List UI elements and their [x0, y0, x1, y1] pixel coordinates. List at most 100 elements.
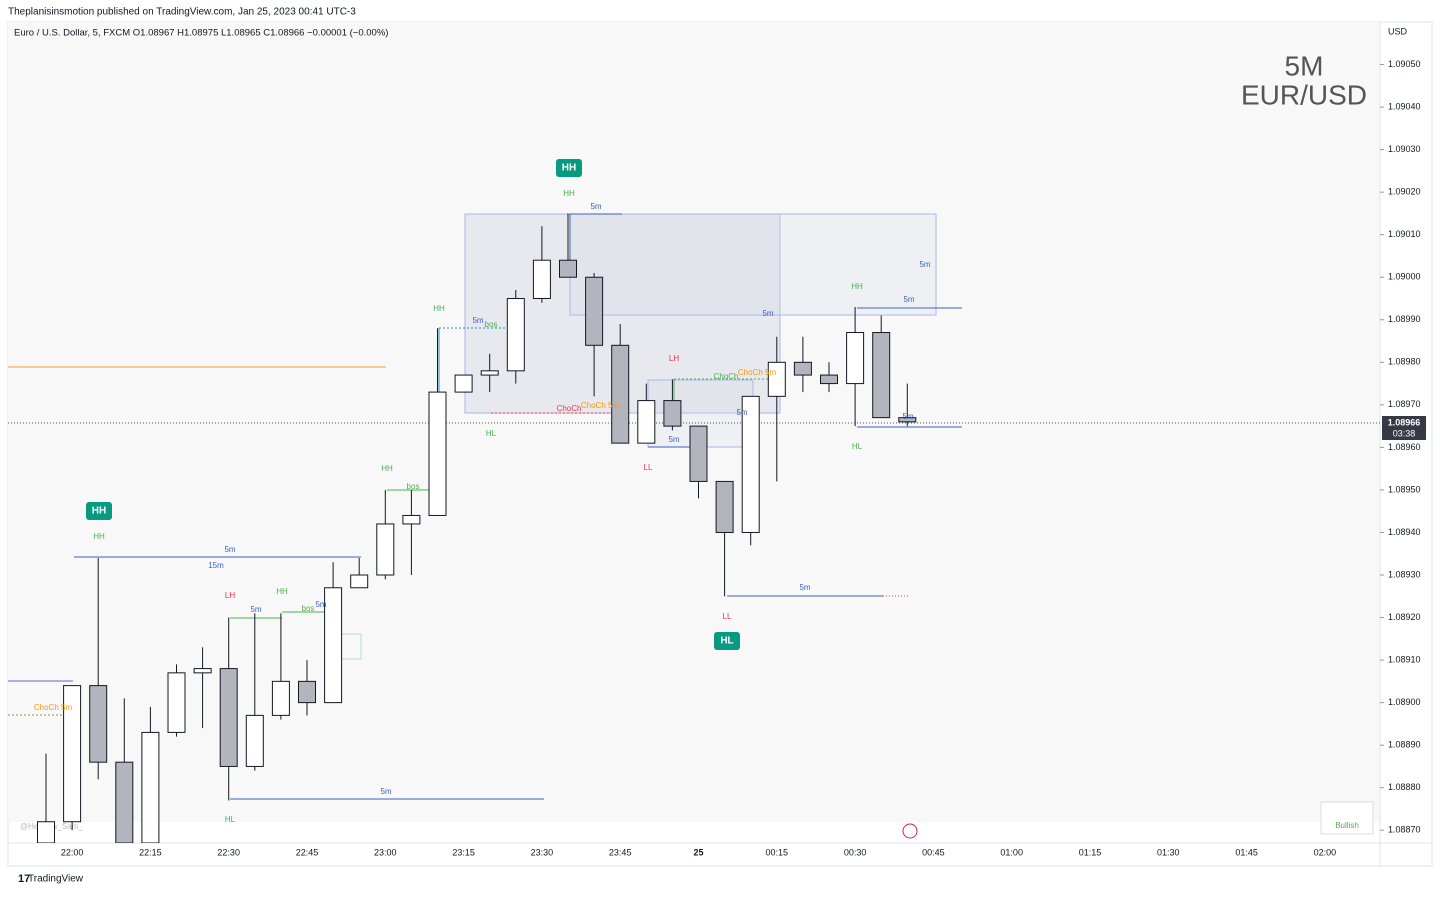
candle-body [767, 361, 786, 397]
candle-body [167, 672, 186, 733]
x-tick-label: 25 [693, 847, 703, 857]
annotation: bos [407, 482, 420, 491]
y-tick-label: 1.08940 [1388, 527, 1421, 537]
annotation: HH [92, 506, 106, 517]
annotation: HH [93, 532, 105, 541]
annotation: ChoCh 5m [34, 703, 73, 712]
x-tick-label: 22:00 [61, 847, 84, 857]
footer: TradingView [28, 874, 84, 885]
x-tick-label: 22:45 [296, 847, 319, 857]
y-tick-label: 1.09020 [1388, 187, 1421, 197]
candle-body [115, 761, 134, 843]
y-tick-label: 1.09050 [1388, 59, 1421, 69]
candle-body [741, 395, 760, 533]
y-tick-label: 1.08930 [1388, 569, 1421, 579]
publisher: Theplanisinsmotion published on TradingV… [8, 7, 356, 18]
symbol-info: Euro / U.S. Dollar, 5, FXCM O1.08967 H1.… [14, 28, 388, 39]
annotation: 5m [799, 583, 810, 592]
annotation: 5m [762, 309, 773, 318]
x-tick-label: 23:45 [609, 847, 632, 857]
annotation: HL [852, 442, 863, 451]
indicator-box [1320, 801, 1374, 835]
candle-body [193, 668, 212, 674]
candle-body [63, 685, 82, 823]
x-tick-label: 00:45 [922, 847, 945, 857]
candle-body [480, 370, 499, 376]
candles [37, 213, 917, 843]
candle-body [846, 332, 865, 385]
candle-body [402, 514, 421, 525]
y-tick-label: 1.08890 [1388, 740, 1421, 750]
annotation: 5m [250, 605, 261, 614]
y-tick-label: 1.08990 [1388, 314, 1421, 324]
y-tick-label: 1.09000 [1388, 272, 1421, 282]
x-tick-label: 01:15 [1079, 847, 1102, 857]
x-tick-label: 00:15 [766, 847, 789, 857]
annotation: HL [225, 815, 236, 824]
candle-body [663, 400, 682, 427]
annotation: 5m [224, 545, 235, 554]
y-tick-label: 1.08950 [1388, 484, 1421, 494]
candle-body [898, 417, 917, 423]
replay-icon[interactable] [902, 823, 918, 839]
x-tick-label: 23:00 [374, 847, 397, 857]
y-tick-label: 1.08870 [1388, 825, 1421, 835]
candle-body [350, 574, 369, 589]
price-tag [1382, 416, 1426, 440]
candle-body [428, 391, 447, 516]
y-tick-label: 1.09010 [1388, 229, 1421, 239]
annotation: 5m [903, 295, 914, 304]
annotation: ChoCh 5m [581, 401, 620, 410]
watermark: 5M [1285, 50, 1324, 81]
annotation: ChoCh 5m [738, 368, 777, 377]
y-tick-label: 1.08920 [1388, 612, 1421, 622]
annotation: HH [563, 189, 575, 198]
annotation: bos [485, 320, 498, 329]
x-tick-label: 00:30 [844, 847, 867, 857]
candle-body [872, 332, 891, 419]
annotation: HH [381, 464, 393, 473]
y-tick-label: 1.09030 [1388, 144, 1421, 154]
annotation: 5m [902, 412, 913, 421]
y-tick-label: 1.08970 [1388, 399, 1421, 409]
countdown: 03:38 [1393, 428, 1416, 438]
badge [86, 502, 112, 520]
candle-body [559, 259, 577, 278]
candle-body [271, 680, 290, 716]
annotation: HH [276, 587, 288, 596]
candle-body [219, 668, 238, 767]
x-tick-label: 02:00 [1314, 847, 1337, 857]
candle-body [324, 587, 343, 704]
candle-body [141, 731, 160, 843]
candle-body [89, 685, 108, 763]
indicator-label: Bullish [1335, 821, 1359, 830]
candle-body [611, 344, 630, 444]
annotation: ChoCh [557, 404, 582, 413]
candle-body [689, 425, 708, 482]
candle-body [585, 276, 604, 346]
candle-body [454, 374, 473, 393]
candle-body [298, 680, 316, 704]
candle-body [637, 400, 656, 444]
annotation: HH [851, 282, 863, 291]
annotation: HH [433, 304, 445, 313]
candle-body [245, 714, 264, 767]
candle-body [715, 480, 734, 533]
annotation: 5m [315, 600, 326, 609]
x-tick-label: 01:30 [1157, 847, 1180, 857]
annotation: 5m [736, 408, 747, 417]
annotation: HL [720, 636, 733, 647]
annotation: 5m [590, 202, 601, 211]
badge [556, 159, 582, 177]
x-tick-label: 23:30 [531, 847, 554, 857]
candle-body [506, 298, 525, 372]
annotation: 5m [919, 260, 930, 269]
x-tick-label: 22:30 [217, 847, 240, 857]
annotation: 5m [472, 316, 483, 325]
annotation: LL [644, 463, 653, 472]
last-price: 1.08966 [1388, 417, 1421, 427]
candle-body [37, 821, 55, 843]
y-tick-label: 1.08880 [1388, 782, 1421, 792]
